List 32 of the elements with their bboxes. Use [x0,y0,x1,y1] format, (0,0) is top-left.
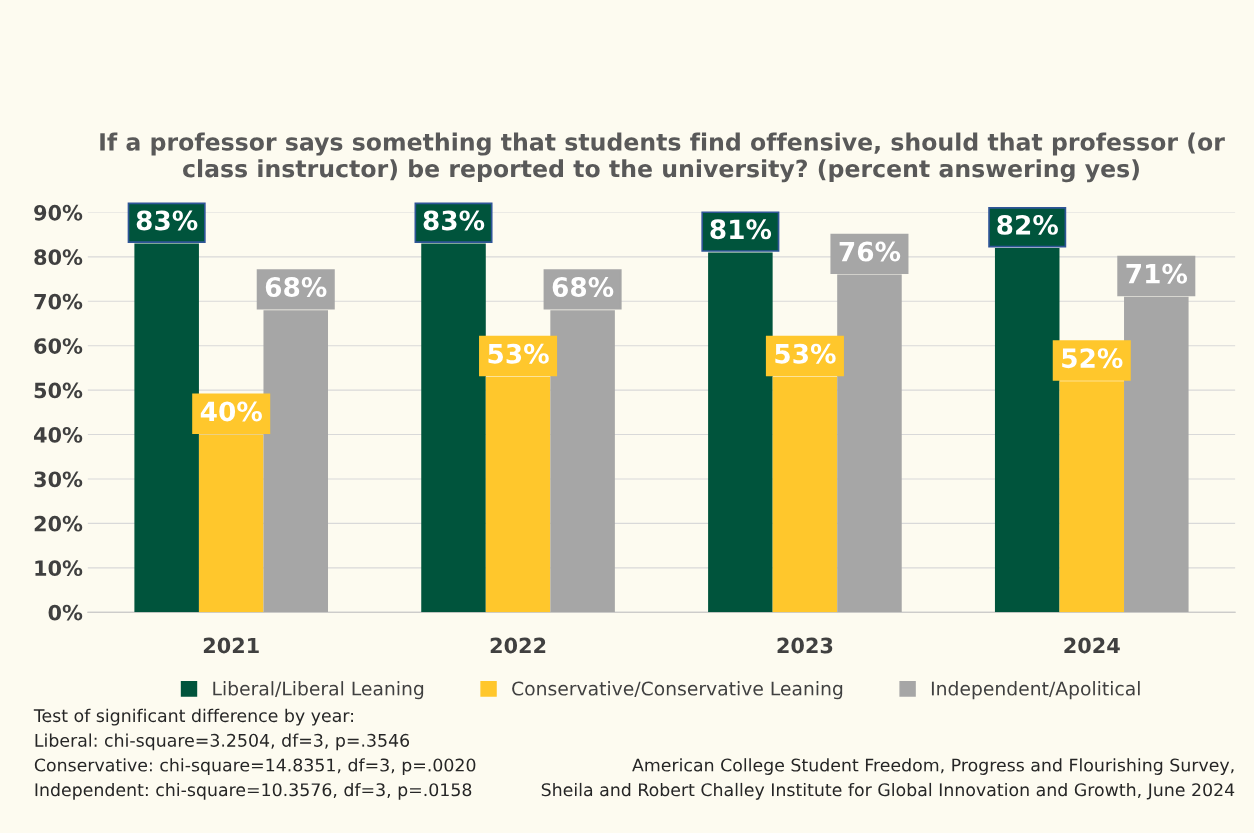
data-label: 53% [488,343,549,364]
legend-label: Liberal/Liberal Leaning [213,681,424,700]
y-tick-label: 20% [34,515,83,532]
data-label: 81% [710,219,772,240]
text: American College Student Freedom, Progress and Flourishing Survey, Sheila and Robert Challey Institute for Global Innovation and Growth, June 2024 [541,758,1235,800]
data-label: 82% [997,214,1058,235]
data-label: 53% [775,343,836,364]
data-label: 71% [1126,263,1188,284]
y-tick-label: 40% [33,427,83,443]
legend-label: Independent/Apolitical [931,681,1140,700]
x-tick-label: 2021 [203,637,259,654]
x-tick-label: 2023 [777,637,833,654]
data-label: 76% [839,241,901,262]
x-tick-label: 2024 [1064,637,1120,654]
chart-title: If a professor says something that students find offensive, should that professor (or class instructor) be reported to the university? (percent answering yes) [100,132,1225,183]
text: Test of significant difference by year: Liberal: chi-square=3.2504, df=3, p=.3546 Conservative: chi-square=14.8351, df=3, p=.0020 Independent: chi-square=10.3576, df=3, p=.0158 [33,708,476,800]
data-label: 68% [552,277,614,298]
y-tick-label: 50% [34,382,83,399]
y-tick-label: 30% [34,471,83,488]
y-tick-label: 80% [34,249,83,266]
legend-label: Conservative/Conservative Leaning [512,681,843,700]
y-tick-label: 10% [35,560,83,577]
x-tick-label: 2022 [490,637,546,654]
y-tick-label: 0% [48,604,83,621]
data-label: 52% [1062,348,1123,369]
data-label: 68% [265,277,327,298]
data-label: 83% [423,210,485,231]
y-tick-label: 60% [34,338,83,354]
data-label: 40% [200,401,262,422]
y-tick-label: 90% [34,204,83,221]
data-label: 83% [136,210,198,231]
y-tick-label: 70% [34,293,83,310]
